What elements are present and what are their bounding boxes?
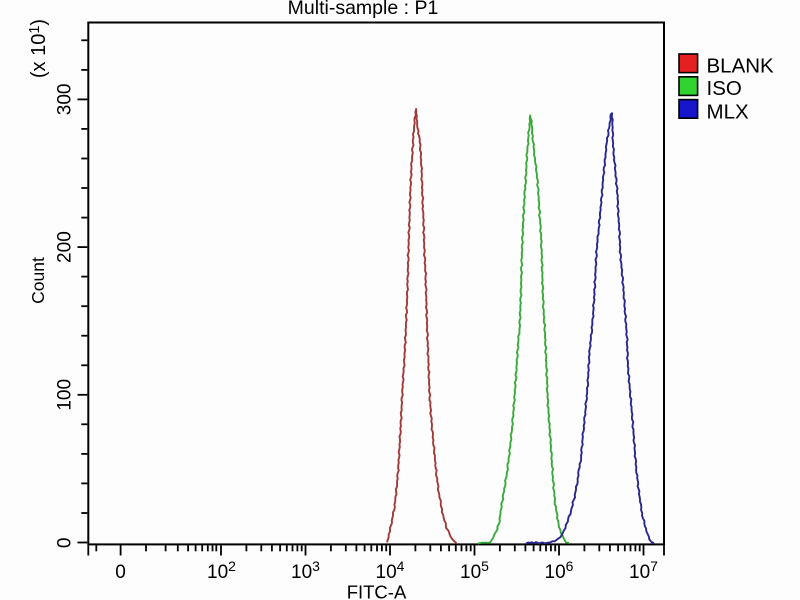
svg-text:BLANK: BLANK [707, 54, 775, 77]
svg-text:0: 0 [115, 562, 126, 583]
svg-text:300: 300 [55, 84, 76, 116]
svg-text:Multi-sample : P1: Multi-sample : P1 [288, 0, 439, 19]
svg-text:100: 100 [55, 379, 76, 411]
svg-text:MLX: MLX [707, 101, 749, 124]
svg-text:Count: Count [28, 257, 48, 304]
svg-text:0: 0 [55, 538, 76, 549]
svg-text:200: 200 [55, 231, 76, 263]
svg-text:FITC-A: FITC-A [347, 582, 407, 600]
svg-text:(x 101): (x 101) [27, 19, 50, 78]
svg-text:ISO: ISO [707, 77, 742, 100]
